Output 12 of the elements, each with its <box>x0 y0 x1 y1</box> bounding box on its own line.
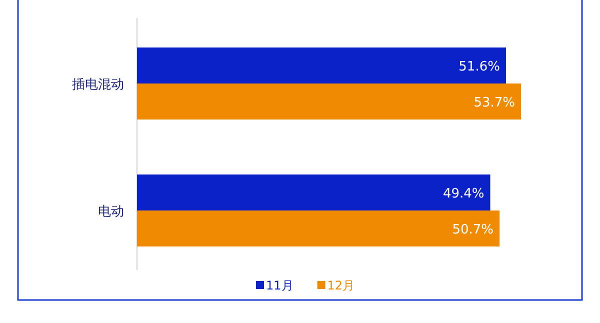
y-tick-label: 插电混动 <box>72 78 124 92</box>
legend-label: 11月 <box>266 278 294 292</box>
y-tick-label: 电动 <box>98 204 124 220</box>
bar <box>137 210 500 246</box>
bar <box>137 84 521 120</box>
bar <box>137 48 506 84</box>
data-label: 49.4% <box>442 186 484 202</box>
bar <box>137 174 490 210</box>
legend-label: 12月 <box>327 278 355 292</box>
data-label: 51.6% <box>458 60 500 74</box>
data-label: 50.7% <box>452 222 494 238</box>
data-label: 53.7% <box>474 96 515 110</box>
